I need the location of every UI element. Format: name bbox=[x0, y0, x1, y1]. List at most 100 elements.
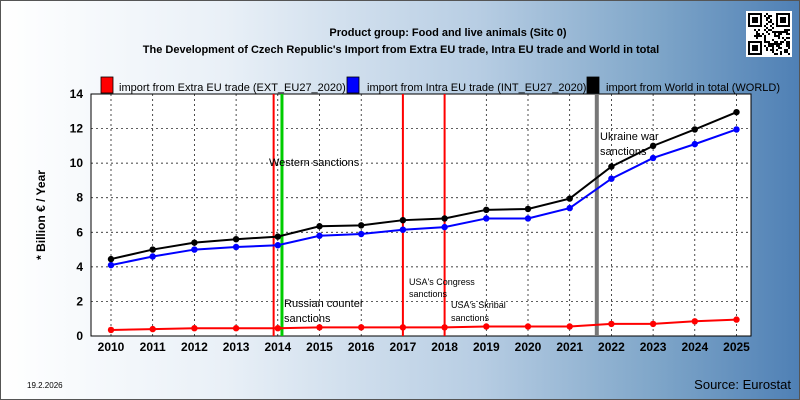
data-point-s0-2016 bbox=[358, 324, 365, 331]
data-point-s1-2023 bbox=[649, 154, 657, 162]
data-point-s2-2024 bbox=[691, 126, 698, 133]
data-point-s2-2014 bbox=[274, 233, 281, 240]
annotation-skripal-line1: USA's Skribal bbox=[451, 300, 506, 310]
annotation-congress-line2: sanctions bbox=[409, 289, 448, 299]
data-point-s0-2018 bbox=[441, 324, 448, 331]
data-point-s0-2013 bbox=[232, 325, 240, 332]
legend-label-extra-eu: import from Extra EU trade (EXT_EU27_202… bbox=[119, 82, 346, 94]
date-label: 19.2.2026 bbox=[27, 381, 63, 390]
qr-code-icon bbox=[746, 11, 792, 57]
data-point-s1-2018 bbox=[441, 223, 448, 231]
data-point-s1-2019 bbox=[483, 215, 490, 222]
data-point-s0-2015 bbox=[316, 324, 323, 331]
data-point-s2-2012 bbox=[191, 239, 198, 246]
data-point-s1-2014 bbox=[274, 242, 281, 249]
data-point-s1-2010 bbox=[107, 261, 115, 269]
chart-title: Product group: Food and live animals (Si… bbox=[329, 27, 566, 39]
x-tick-label: 2022 bbox=[598, 340, 625, 354]
y-tick-label: 4 bbox=[76, 260, 83, 274]
y-axis-label: * Billion € / Year bbox=[34, 170, 48, 260]
data-point-s0-2025 bbox=[733, 316, 740, 323]
data-point-s1-2013 bbox=[232, 243, 240, 251]
data-point-s1-2012 bbox=[191, 246, 198, 253]
y-tick-label: 8 bbox=[76, 191, 83, 205]
data-point-s0-2014 bbox=[274, 325, 281, 332]
x-axis-ticks: 2010 2011 2012 2013 2014 2015 2016 2017 2018 2019… bbox=[98, 340, 751, 354]
legend-label-world: import from World in total (WORLD) bbox=[606, 82, 780, 94]
series-lines bbox=[107, 108, 740, 334]
data-point-s0-2017 bbox=[399, 324, 407, 331]
data-point-s0-2022 bbox=[608, 320, 615, 328]
chart-subtitle: The Development of Czech Republic's Impo… bbox=[143, 44, 659, 56]
y-tick-label: 0 bbox=[76, 329, 83, 343]
x-tick-label: 2024 bbox=[681, 340, 708, 354]
x-tick-label: 2023 bbox=[640, 340, 667, 354]
data-point-s2-2017 bbox=[399, 216, 407, 224]
data-point-s2-2016 bbox=[358, 222, 365, 229]
y-tick-label: 6 bbox=[76, 225, 83, 239]
data-point-s2-2011 bbox=[149, 246, 156, 253]
x-tick-label: 2012 bbox=[181, 340, 208, 354]
x-tick-label: 2010 bbox=[98, 340, 125, 354]
data-point-s1-2015 bbox=[316, 232, 323, 239]
data-point-s1-2016 bbox=[358, 230, 365, 238]
data-point-s2-2018 bbox=[441, 215, 448, 222]
x-tick-label: 2018 bbox=[431, 340, 458, 354]
y-tick-label: 10 bbox=[70, 156, 84, 170]
data-point-s1-2017 bbox=[399, 226, 407, 233]
data-point-s1-2024 bbox=[691, 140, 698, 148]
legend-label-intra-eu: import from Intra EU trade (INT_EU27_202… bbox=[367, 82, 586, 94]
data-point-s0-2024 bbox=[691, 318, 698, 325]
x-tick-label: 2015 bbox=[306, 340, 333, 354]
x-tick-label: 2014 bbox=[264, 340, 291, 354]
annotation-western-sanctions: Western sanctions bbox=[269, 157, 360, 169]
y-tick-label: 14 bbox=[70, 87, 84, 101]
annotation-congress-line1: USA's Congress bbox=[409, 277, 475, 287]
annotation-russian-line1: Russian counter bbox=[284, 298, 364, 310]
data-point-s2-2021 bbox=[566, 195, 573, 202]
y-tick-label: 2 bbox=[76, 294, 83, 308]
y-tick-label: 12 bbox=[70, 122, 84, 136]
data-point-s2-2022 bbox=[608, 163, 615, 170]
data-point-s0-2019 bbox=[483, 323, 490, 330]
data-point-s0-2023 bbox=[649, 320, 657, 328]
grid bbox=[91, 94, 751, 336]
data-point-s0-2021 bbox=[566, 323, 573, 330]
annotation-skripal-line2: sanctions bbox=[451, 313, 490, 323]
data-point-s1-2025 bbox=[733, 126, 740, 133]
legend-marker-intra-eu bbox=[346, 76, 360, 94]
data-point-s0-2011 bbox=[149, 325, 156, 333]
annotation-russian-line2: sanctions bbox=[284, 313, 331, 325]
data-point-s0-2012 bbox=[191, 325, 198, 332]
series-line-1 bbox=[110, 128, 737, 267]
x-tick-label: 2019 bbox=[473, 340, 500, 354]
legend: import from Extra EU trade (EXT_EU27_202… bbox=[100, 76, 780, 94]
x-tick-label: 2020 bbox=[515, 340, 542, 354]
data-point-s0-2010 bbox=[107, 326, 115, 334]
x-tick-label: 2016 bbox=[348, 340, 375, 354]
data-point-s1-2021 bbox=[566, 204, 573, 212]
event-lines bbox=[272, 94, 599, 336]
annotation-ukraine-line2: sanctions bbox=[600, 146, 647, 158]
plot-area bbox=[90, 93, 752, 337]
x-tick-label: 2017 bbox=[390, 340, 417, 354]
data-point-s2-2013 bbox=[232, 236, 240, 243]
legend-marker-world bbox=[586, 76, 600, 94]
x-tick-label: 2013 bbox=[223, 340, 250, 354]
data-point-s2-2020 bbox=[524, 205, 532, 213]
data-point-s2-2010 bbox=[107, 255, 115, 263]
x-tick-label: 2011 bbox=[140, 340, 166, 354]
series-line-0 bbox=[110, 318, 737, 331]
data-point-s1-2022 bbox=[608, 175, 615, 182]
data-point-s0-2020 bbox=[524, 323, 532, 330]
x-tick-label: 2025 bbox=[723, 340, 750, 354]
source-label: Source: Eurostat bbox=[694, 377, 791, 392]
x-tick-label: 2021 bbox=[556, 340, 583, 354]
data-point-s1-2011 bbox=[149, 253, 156, 260]
series-line-2 bbox=[110, 111, 737, 261]
data-point-s2-2019 bbox=[483, 206, 490, 214]
annotation-ukraine-line1: Ukraine war bbox=[600, 131, 659, 143]
data-point-s2-2023 bbox=[649, 142, 657, 150]
